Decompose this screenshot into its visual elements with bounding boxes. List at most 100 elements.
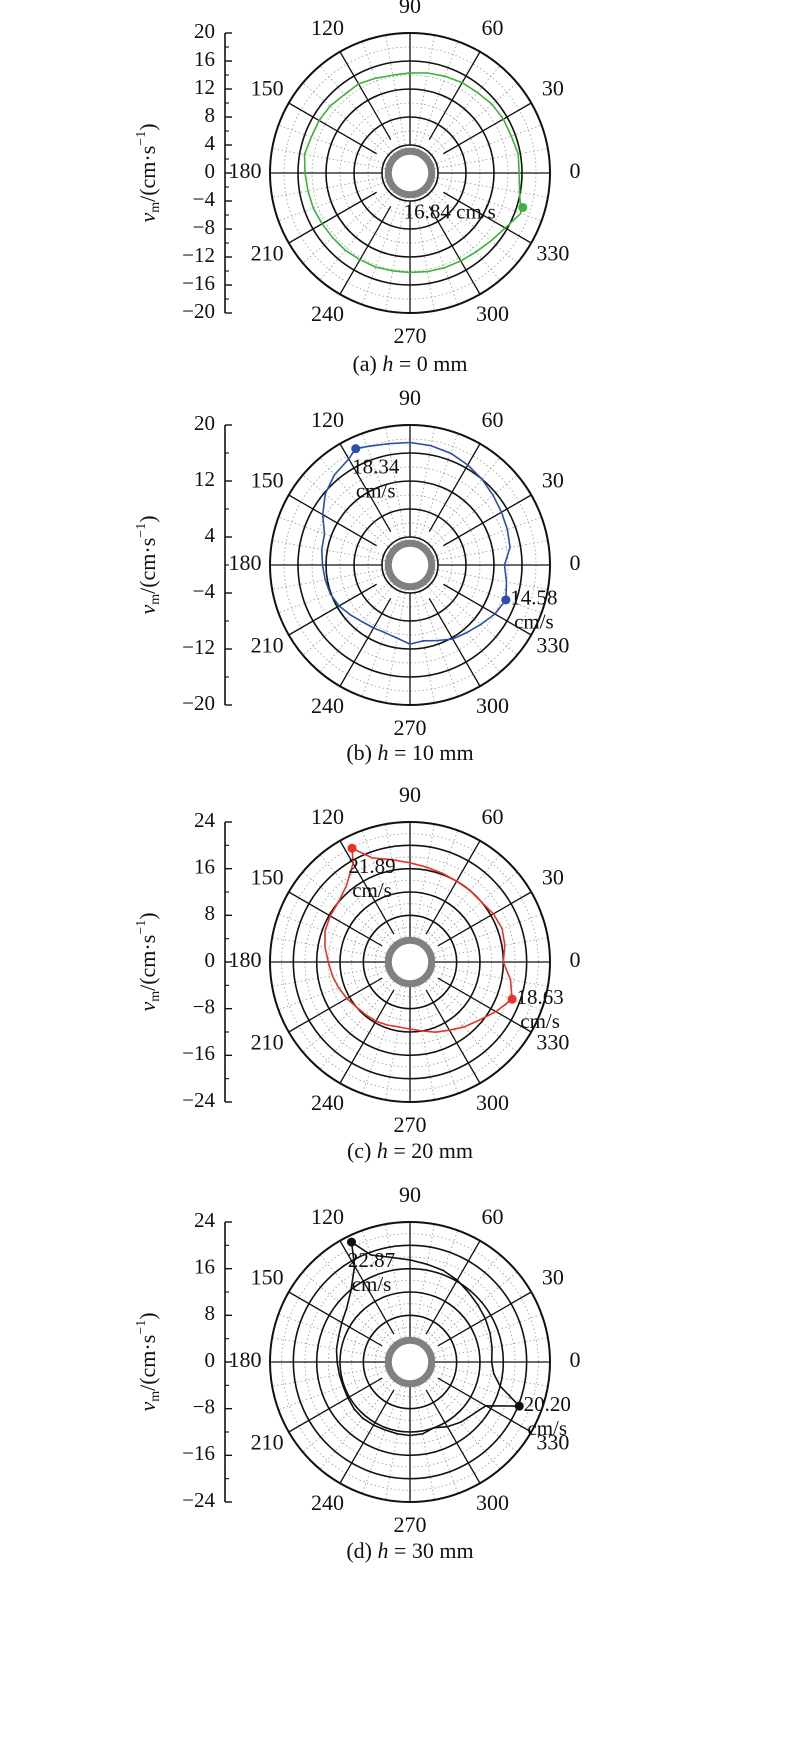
minor-spoke [361,830,405,946]
y-tick-label: 12 [194,467,215,491]
y-axis-title: vm/(cm·s−1) [134,515,163,614]
major-spoke [288,977,383,1033]
minor-spoke [412,1224,435,1345]
inner-cylinder [384,936,436,988]
y-axis-title-part: m [148,991,163,1002]
angle-label: 240 [311,693,344,718]
minor-spoke [426,913,542,957]
major-spoke [339,1389,395,1484]
minor-spoke [423,1271,518,1352]
minor-spoke [385,585,407,703]
y-tick-label: 8 [205,1301,216,1325]
minor-spoke [319,1375,400,1470]
minor-spoke [278,1367,394,1411]
minor-spoke [413,585,435,703]
minor-spoke [420,975,501,1070]
major-spoke [288,1377,383,1433]
angle-label: 150 [251,468,284,493]
minor-spoke [412,1379,435,1500]
major-spoke [443,494,532,547]
minor-spoke [272,148,390,170]
major-spoke [428,443,481,532]
caption-part: h [377,1138,388,1163]
y-tick-label: −20 [182,691,215,715]
minor-spoke [385,824,408,945]
y-axis-title-part: m [148,202,163,213]
panel-caption: (a) h = 0 mm [352,351,467,376]
max-point-label: cm/s [527,1416,567,1440]
y-tick-label: 24 [194,1208,216,1232]
angle-label: 120 [311,804,344,829]
y-tick-label: 8 [205,901,216,925]
caption-part: h [378,1538,389,1563]
y-tick-label: −8 [193,994,215,1018]
angle-label: 330 [536,241,569,266]
max-point-label: 21.89 [348,854,395,878]
angle-label: 330 [536,1030,569,1055]
minor-spoke [272,1364,393,1387]
minor-spoke [319,854,400,949]
caption-part: = 30 mm [389,1538,474,1563]
angle-label: 0 [570,550,581,575]
caption-part: (a) [352,351,382,376]
max-point-marker [501,595,511,605]
y-tick-label: 20 [194,19,215,43]
max-point-label: cm/s [514,610,554,634]
angle-label: 0 [570,158,581,183]
major-spoke [339,206,392,295]
angle-label: 300 [476,1490,509,1515]
angle-label: 240 [311,1490,344,1515]
caption-part: = 10 mm [389,740,474,765]
major-spoke [428,598,481,687]
minor-spoke [415,978,459,1094]
panel-c: 0 30 60 90 120 150 180 210 240 270 300 330 24 16 8 0 −8 −… [134,782,580,1163]
angle-label: 150 [251,1265,284,1290]
angle-label: 90 [399,782,421,807]
y-tick-label: −16 [182,1441,215,1465]
angle-label: 300 [476,1090,509,1115]
minor-spoke [427,964,548,987]
angle-label: 60 [482,15,504,40]
inner-cylinder [384,539,436,591]
y-tick-label: −24 [182,1488,215,1512]
y-axis-title-part: /(cm·s [135,1335,160,1391]
max-point-label: cm/s [520,1009,560,1033]
minor-spoke [302,1271,397,1352]
max-point-label: 16.84 cm/s [404,199,496,223]
caption-part: = 0 mm [393,351,467,376]
angle-label: 330 [536,1430,569,1455]
angle-label: 30 [542,76,564,101]
caption-part: h [382,351,393,376]
minor-spoke [385,35,407,153]
y-axis-title-part: /(cm·s [135,538,160,594]
y-tick-label: 0 [205,1348,216,1372]
y-tick-label: −24 [182,1088,215,1112]
max-point-label: cm/s [352,878,392,902]
minor-spoke [423,871,518,952]
max-point-marker [347,843,357,853]
angle-label: 120 [311,407,344,432]
major-spoke [288,891,383,947]
angle-label: 300 [476,301,509,326]
y-tick-label: 24 [194,808,216,832]
angle-label: 210 [251,633,284,658]
y-axis-title-part: m [148,594,163,605]
angle-label: 270 [394,715,427,740]
minor-spoke [420,854,501,949]
max-point-marker [518,202,528,212]
major-spoke [437,1377,532,1433]
y-tick-label: 16 [194,1254,215,1278]
minor-spoke [272,176,390,198]
panel-caption: (b) h = 10 mm [346,740,473,765]
angle-label: 210 [251,241,284,266]
major-spoke [288,583,377,636]
angle-label: 180 [229,550,262,575]
angle-label: 180 [229,158,262,183]
minor-spoke [427,1364,548,1387]
y-tick-label: −12 [182,635,215,659]
minor-spoke [430,540,548,562]
angle-label: 60 [482,407,504,432]
minor-spoke [412,824,435,945]
minor-spoke [278,1313,394,1357]
inner-cylinder [384,1336,436,1388]
